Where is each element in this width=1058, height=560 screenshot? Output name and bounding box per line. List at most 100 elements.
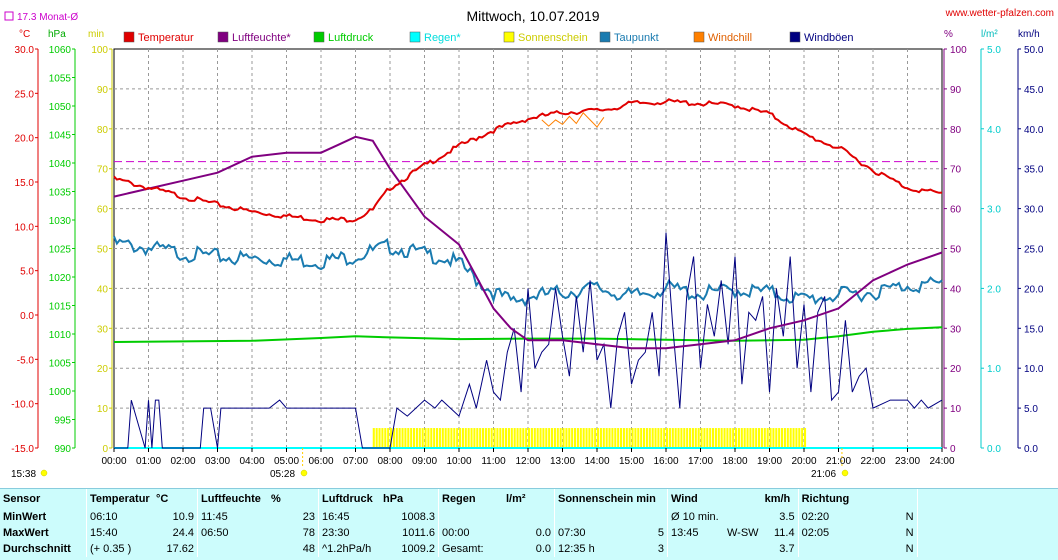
- pressure-tick-label: 1040: [49, 159, 72, 170]
- temp-time: 06:10: [86, 509, 153, 525]
- sun-value: [642, 509, 668, 525]
- dir-value: N: [905, 527, 914, 539]
- wind-tick-label: 35.0: [1024, 165, 1044, 176]
- rain-tick-label: 2.0: [987, 284, 1001, 295]
- wind-value: 3.5: [779, 511, 795, 523]
- sunshine-bar: [375, 428, 378, 448]
- hdr-sensor: Sensor: [3, 493, 41, 505]
- wind-tick-label: 40.0: [1024, 125, 1044, 136]
- pressure-tick-label: 1000: [49, 387, 72, 398]
- humidity-time: 11:45: [197, 509, 268, 525]
- sunshine-bar: [605, 428, 608, 448]
- temp-tick-label: -10.0: [11, 400, 34, 411]
- sun_min-tick-label: 70: [97, 165, 109, 176]
- sunshine-bar: [588, 428, 591, 448]
- sunshine-bar: [720, 428, 723, 448]
- sunset-sun-icon: [841, 469, 849, 477]
- sunshine-bar: [717, 428, 720, 448]
- sunshine-bar: [476, 428, 479, 448]
- sunshine-bar: [683, 428, 686, 448]
- legend-label: Windböen: [804, 32, 854, 44]
- humidity-value: 78: [302, 527, 315, 539]
- sunshine-bar: [700, 428, 703, 448]
- temp-tick-label: 15.0: [15, 178, 35, 189]
- temp-tick-label: 10.0: [15, 222, 35, 233]
- sunshine-bar: [421, 428, 424, 448]
- sunshine-bar: [395, 428, 398, 448]
- sunshine-bar: [697, 428, 700, 448]
- hdr-sunshine: Sonnenschein min: [554, 489, 668, 509]
- legend-label: Temperatur: [138, 32, 194, 44]
- humidity-tick-label: 40: [950, 284, 962, 295]
- hdr-temp-unit: °C: [156, 493, 169, 505]
- pressure-tick-label: 1025: [49, 245, 72, 256]
- sunshine-bar: [559, 428, 562, 448]
- sunshine-bar: [760, 428, 763, 448]
- wind-time: 13:45: [667, 525, 724, 541]
- website-link[interactable]: www.wetter-pfalzen.com: [945, 8, 1054, 19]
- time-tick-label: 19:00: [757, 456, 782, 467]
- sunshine-bar: [579, 428, 582, 448]
- humidity-tick-label: 10: [950, 404, 962, 415]
- sunshine-bar: [614, 428, 617, 448]
- sunshine-bar: [424, 428, 427, 448]
- statistics-panel: Sensor Temperatur °C Luftfeuchte % Luftd…: [0, 488, 1058, 560]
- wind-gust-line: [114, 232, 943, 449]
- sunshine-bar: [525, 428, 528, 448]
- sunshine-bar: [467, 428, 470, 448]
- sunshine-bar: [792, 428, 795, 448]
- statistics-table: Sensor Temperatur °C Luftfeuchte % Luftd…: [0, 489, 924, 557]
- pressure-tick-label: 1035: [49, 188, 72, 199]
- sunshine-bar: [450, 428, 453, 448]
- humidity-tick-label: 30: [950, 324, 962, 335]
- wind-value: 11.4: [773, 527, 795, 539]
- row-label: MinWert: [3, 511, 47, 523]
- legend-label: Luftdruck: [328, 32, 374, 44]
- temp-time: (+ 0.35 ): [86, 541, 153, 557]
- temp-tick-label: -5.0: [17, 355, 35, 366]
- sunshine-bar: [530, 428, 533, 448]
- sunset-time: 21:06: [811, 469, 836, 480]
- pressure-value: 1011.6: [402, 527, 435, 539]
- sunshine-bar: [709, 428, 712, 448]
- sunshine-bar: [464, 428, 467, 448]
- sunshine-bar: [493, 428, 496, 448]
- sunshine-bar: [732, 428, 735, 448]
- row-label: Durchschnitt: [3, 543, 71, 555]
- time-tick-label: 08:00: [377, 456, 402, 467]
- hdr-humidity-unit: %: [271, 493, 281, 505]
- dir-value: N: [905, 543, 914, 555]
- sunshine-bar: [528, 428, 531, 448]
- hdr-wind: Wind: [667, 489, 724, 509]
- stats-row-avg: Durchschnitt (+ 0.35 ) 17.62 48 ^1.2hPa/…: [0, 541, 924, 557]
- rain-tick-label: 5.0: [987, 45, 1001, 56]
- sunshine-bar: [479, 428, 482, 448]
- humidity-tick-label: 90: [950, 85, 962, 96]
- time-tick-label: 05:00: [274, 456, 299, 467]
- sunshine-bar: [438, 428, 441, 448]
- wind-tick-label: 50.0: [1024, 45, 1044, 56]
- humidity-tick-label: 50: [950, 245, 962, 256]
- wind-tick-label: 5.0: [1024, 404, 1038, 415]
- sunshine-bar: [568, 428, 571, 448]
- unit-humidity: %: [944, 29, 953, 40]
- sunshine-bar: [766, 428, 769, 448]
- sunshine-bar: [680, 428, 683, 448]
- legend-swatch-2: [217, 31, 229, 43]
- sun_min-tick-label: 0: [102, 444, 108, 455]
- wind-value: 3.7: [779, 543, 795, 555]
- sunshine-bar: [740, 428, 743, 448]
- sunshine-bar: [689, 428, 692, 448]
- time-tick-label: 06:00: [308, 456, 333, 467]
- time-tick-label: 17:00: [688, 456, 713, 467]
- unit-wind: km/h: [1018, 29, 1040, 40]
- hdr-rain: Regen: [438, 489, 503, 509]
- sunshine-bar: [651, 428, 654, 448]
- rain-tick-label: 4.0: [987, 125, 1001, 136]
- hdr-humidity: Luftfeuchte: [197, 489, 268, 509]
- sunshine-bar: [786, 428, 789, 448]
- sunshine-bar: [436, 428, 439, 448]
- wind-direction: [724, 509, 762, 525]
- sunshine-bar: [712, 428, 715, 448]
- sunshine-bar: [622, 428, 625, 448]
